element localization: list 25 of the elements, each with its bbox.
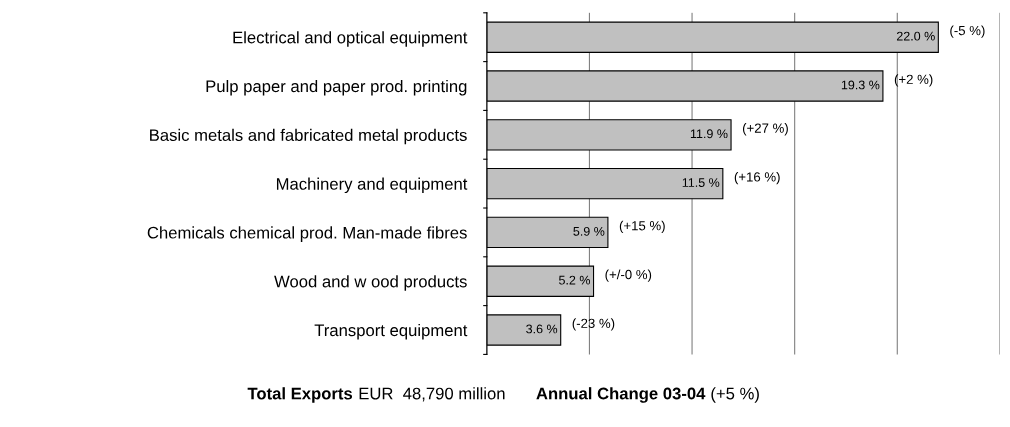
- annotation: (-23 %): [572, 318, 615, 331]
- y-tick-label: Transport equipment: [314, 323, 468, 340]
- text: EUR 48,790 million: [359, 387, 505, 402]
- text: Annual Change 03-04: [536, 387, 706, 403]
- data-label: 19.3 %: [841, 80, 880, 90]
- data-label: 5.9 %: [573, 226, 605, 236]
- annotation: (+/-0 %): [605, 269, 652, 282]
- annotation: (+15 %): [619, 220, 665, 233]
- annotation: (+27 %): [742, 123, 788, 136]
- y-tick-label: Chemicals chemical prod. Man-made fibres: [147, 226, 467, 242]
- data-label: 22.0 %: [896, 31, 935, 41]
- data-label: 3.6 %: [526, 324, 558, 334]
- data-label: 11.5 %: [682, 178, 720, 187]
- y-tick-label: Machinery and equipment: [276, 177, 468, 194]
- text: (+5 %): [711, 387, 759, 403]
- data-label: 11.9 %: [690, 129, 728, 139]
- text: Total Exports: [247, 387, 353, 403]
- y-tick-label: Wood and w ood products: [274, 275, 467, 291]
- annotation: (+16 %): [734, 171, 780, 185]
- annotation: (-5 %): [950, 25, 985, 38]
- y-tick-label: Basic metals and fabricated metal products: [150, 128, 467, 145]
- annotation: (+2 %): [894, 74, 933, 87]
- data-label: 5.2 %: [559, 275, 591, 285]
- y-tick-label: Electrical and optical equipment: [233, 31, 468, 47]
- y-tick-label: Pulp paper and paper prod. printing: [206, 79, 467, 96]
